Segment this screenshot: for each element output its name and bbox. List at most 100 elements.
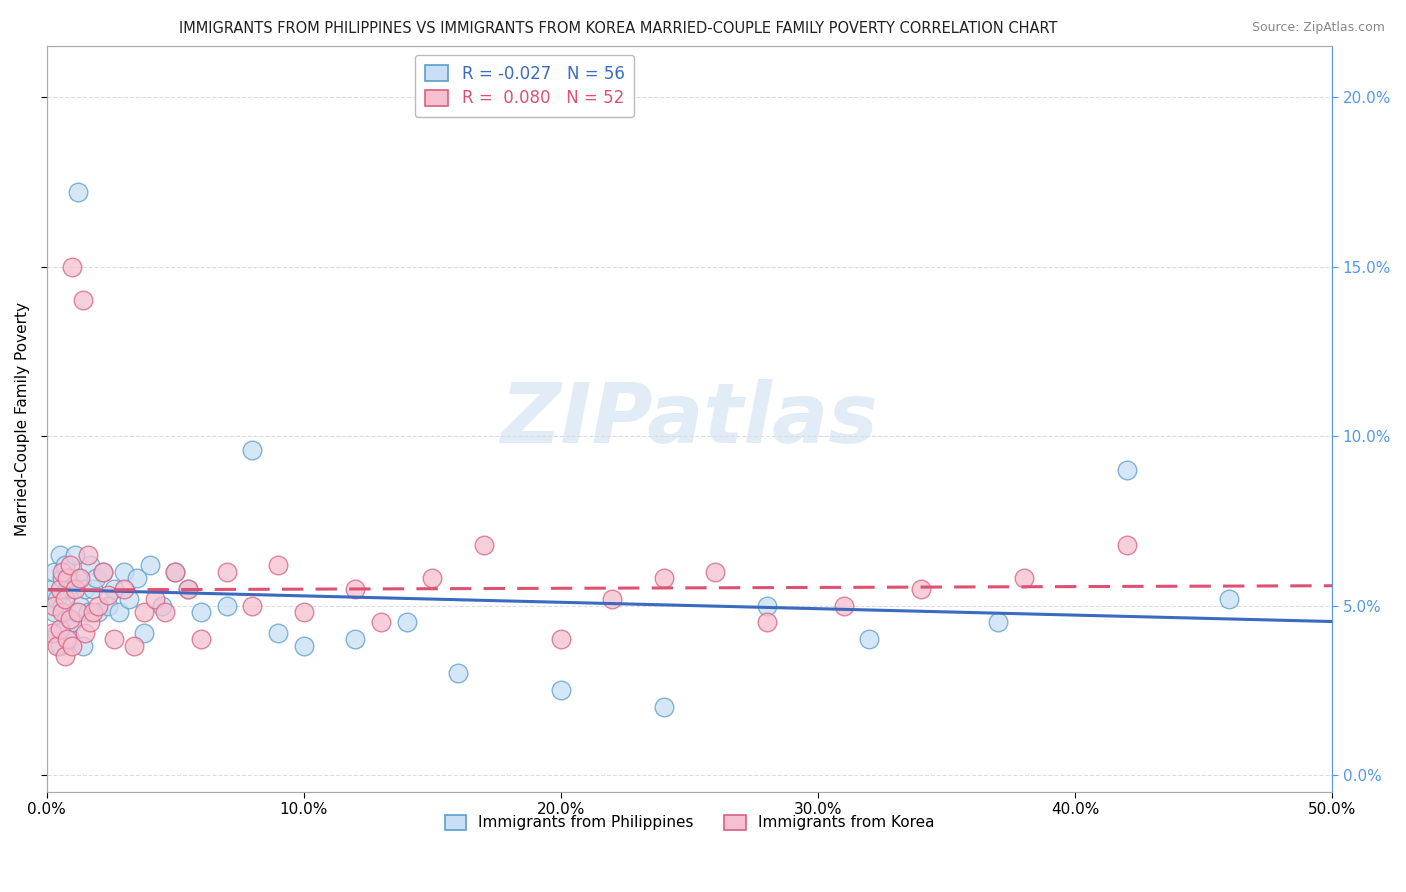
Point bbox=[51, 571, 73, 585]
Point bbox=[103, 582, 125, 596]
Point bbox=[66, 185, 89, 199]
Point bbox=[53, 649, 76, 664]
Point bbox=[63, 582, 86, 596]
Point bbox=[97, 588, 120, 602]
Point bbox=[53, 591, 76, 606]
Point bbox=[87, 605, 110, 619]
Point bbox=[112, 582, 135, 596]
Point bbox=[44, 565, 66, 579]
Point bbox=[755, 615, 778, 630]
Point bbox=[472, 537, 495, 551]
Point bbox=[59, 571, 82, 585]
Point bbox=[215, 565, 238, 579]
Point bbox=[165, 565, 187, 579]
Point bbox=[91, 565, 114, 579]
Point bbox=[76, 605, 98, 619]
Point bbox=[56, 571, 79, 585]
Point bbox=[59, 558, 82, 572]
Point bbox=[395, 615, 418, 630]
Point bbox=[344, 632, 367, 647]
Point bbox=[48, 582, 70, 596]
Point bbox=[143, 591, 166, 606]
Point bbox=[550, 632, 572, 647]
Point bbox=[53, 622, 76, 636]
Point bbox=[240, 599, 263, 613]
Point bbox=[97, 599, 120, 613]
Point bbox=[44, 605, 66, 619]
Point bbox=[190, 605, 212, 619]
Point bbox=[66, 605, 89, 619]
Point bbox=[48, 639, 70, 653]
Point bbox=[420, 571, 443, 585]
Point bbox=[292, 639, 315, 653]
Point bbox=[267, 558, 290, 572]
Point bbox=[91, 565, 114, 579]
Point bbox=[56, 608, 79, 623]
Point bbox=[1115, 463, 1137, 477]
Point bbox=[59, 612, 82, 626]
Point bbox=[107, 605, 129, 619]
Point bbox=[292, 605, 315, 619]
Point bbox=[103, 632, 125, 647]
Point bbox=[72, 639, 94, 653]
Point bbox=[60, 639, 83, 653]
Point bbox=[60, 615, 83, 630]
Point bbox=[1115, 537, 1137, 551]
Point bbox=[370, 615, 392, 630]
Point bbox=[910, 582, 932, 596]
Point bbox=[118, 591, 141, 606]
Point bbox=[48, 548, 70, 562]
Point bbox=[51, 599, 73, 613]
Point bbox=[75, 582, 97, 596]
Point bbox=[63, 548, 86, 562]
Point bbox=[122, 639, 145, 653]
Point bbox=[66, 571, 89, 585]
Point bbox=[46, 639, 69, 653]
Point bbox=[46, 625, 69, 640]
Point bbox=[60, 260, 83, 274]
Point bbox=[652, 700, 675, 714]
Point bbox=[652, 571, 675, 585]
Point bbox=[69, 599, 91, 613]
Point bbox=[79, 558, 101, 572]
Point bbox=[240, 442, 263, 457]
Point bbox=[79, 615, 101, 630]
Text: IMMIGRANTS FROM PHILIPPINES VS IMMIGRANTS FROM KOREA MARRIED-COUPLE FAMILY POVER: IMMIGRANTS FROM PHILIPPINES VS IMMIGRANT… bbox=[180, 21, 1057, 36]
Point bbox=[84, 571, 107, 585]
Point bbox=[63, 605, 86, 619]
Text: ZIPatlas: ZIPatlas bbox=[501, 378, 879, 459]
Point bbox=[177, 582, 200, 596]
Point bbox=[165, 565, 187, 579]
Point bbox=[82, 582, 104, 596]
Point bbox=[112, 565, 135, 579]
Point bbox=[75, 625, 97, 640]
Point bbox=[832, 599, 855, 613]
Point bbox=[755, 599, 778, 613]
Point bbox=[48, 622, 70, 636]
Point bbox=[267, 625, 290, 640]
Point bbox=[153, 605, 176, 619]
Point bbox=[87, 599, 110, 613]
Point bbox=[59, 632, 82, 647]
Point bbox=[82, 605, 104, 619]
Point bbox=[125, 571, 148, 585]
Point bbox=[600, 591, 623, 606]
Point bbox=[550, 683, 572, 698]
Point bbox=[134, 625, 156, 640]
Point bbox=[134, 605, 156, 619]
Point bbox=[138, 558, 160, 572]
Point bbox=[41, 582, 63, 596]
Y-axis label: Married-Couple Family Poverty: Married-Couple Family Poverty bbox=[15, 302, 30, 536]
Point bbox=[46, 591, 69, 606]
Point bbox=[344, 582, 367, 596]
Point bbox=[190, 632, 212, 647]
Point bbox=[150, 599, 173, 613]
Point bbox=[53, 558, 76, 572]
Point bbox=[51, 605, 73, 619]
Legend: Immigrants from Philippines, Immigrants from Korea: Immigrants from Philippines, Immigrants … bbox=[439, 809, 941, 837]
Point bbox=[858, 632, 880, 647]
Point bbox=[1218, 591, 1240, 606]
Point bbox=[704, 565, 727, 579]
Point bbox=[987, 615, 1010, 630]
Point bbox=[56, 582, 79, 596]
